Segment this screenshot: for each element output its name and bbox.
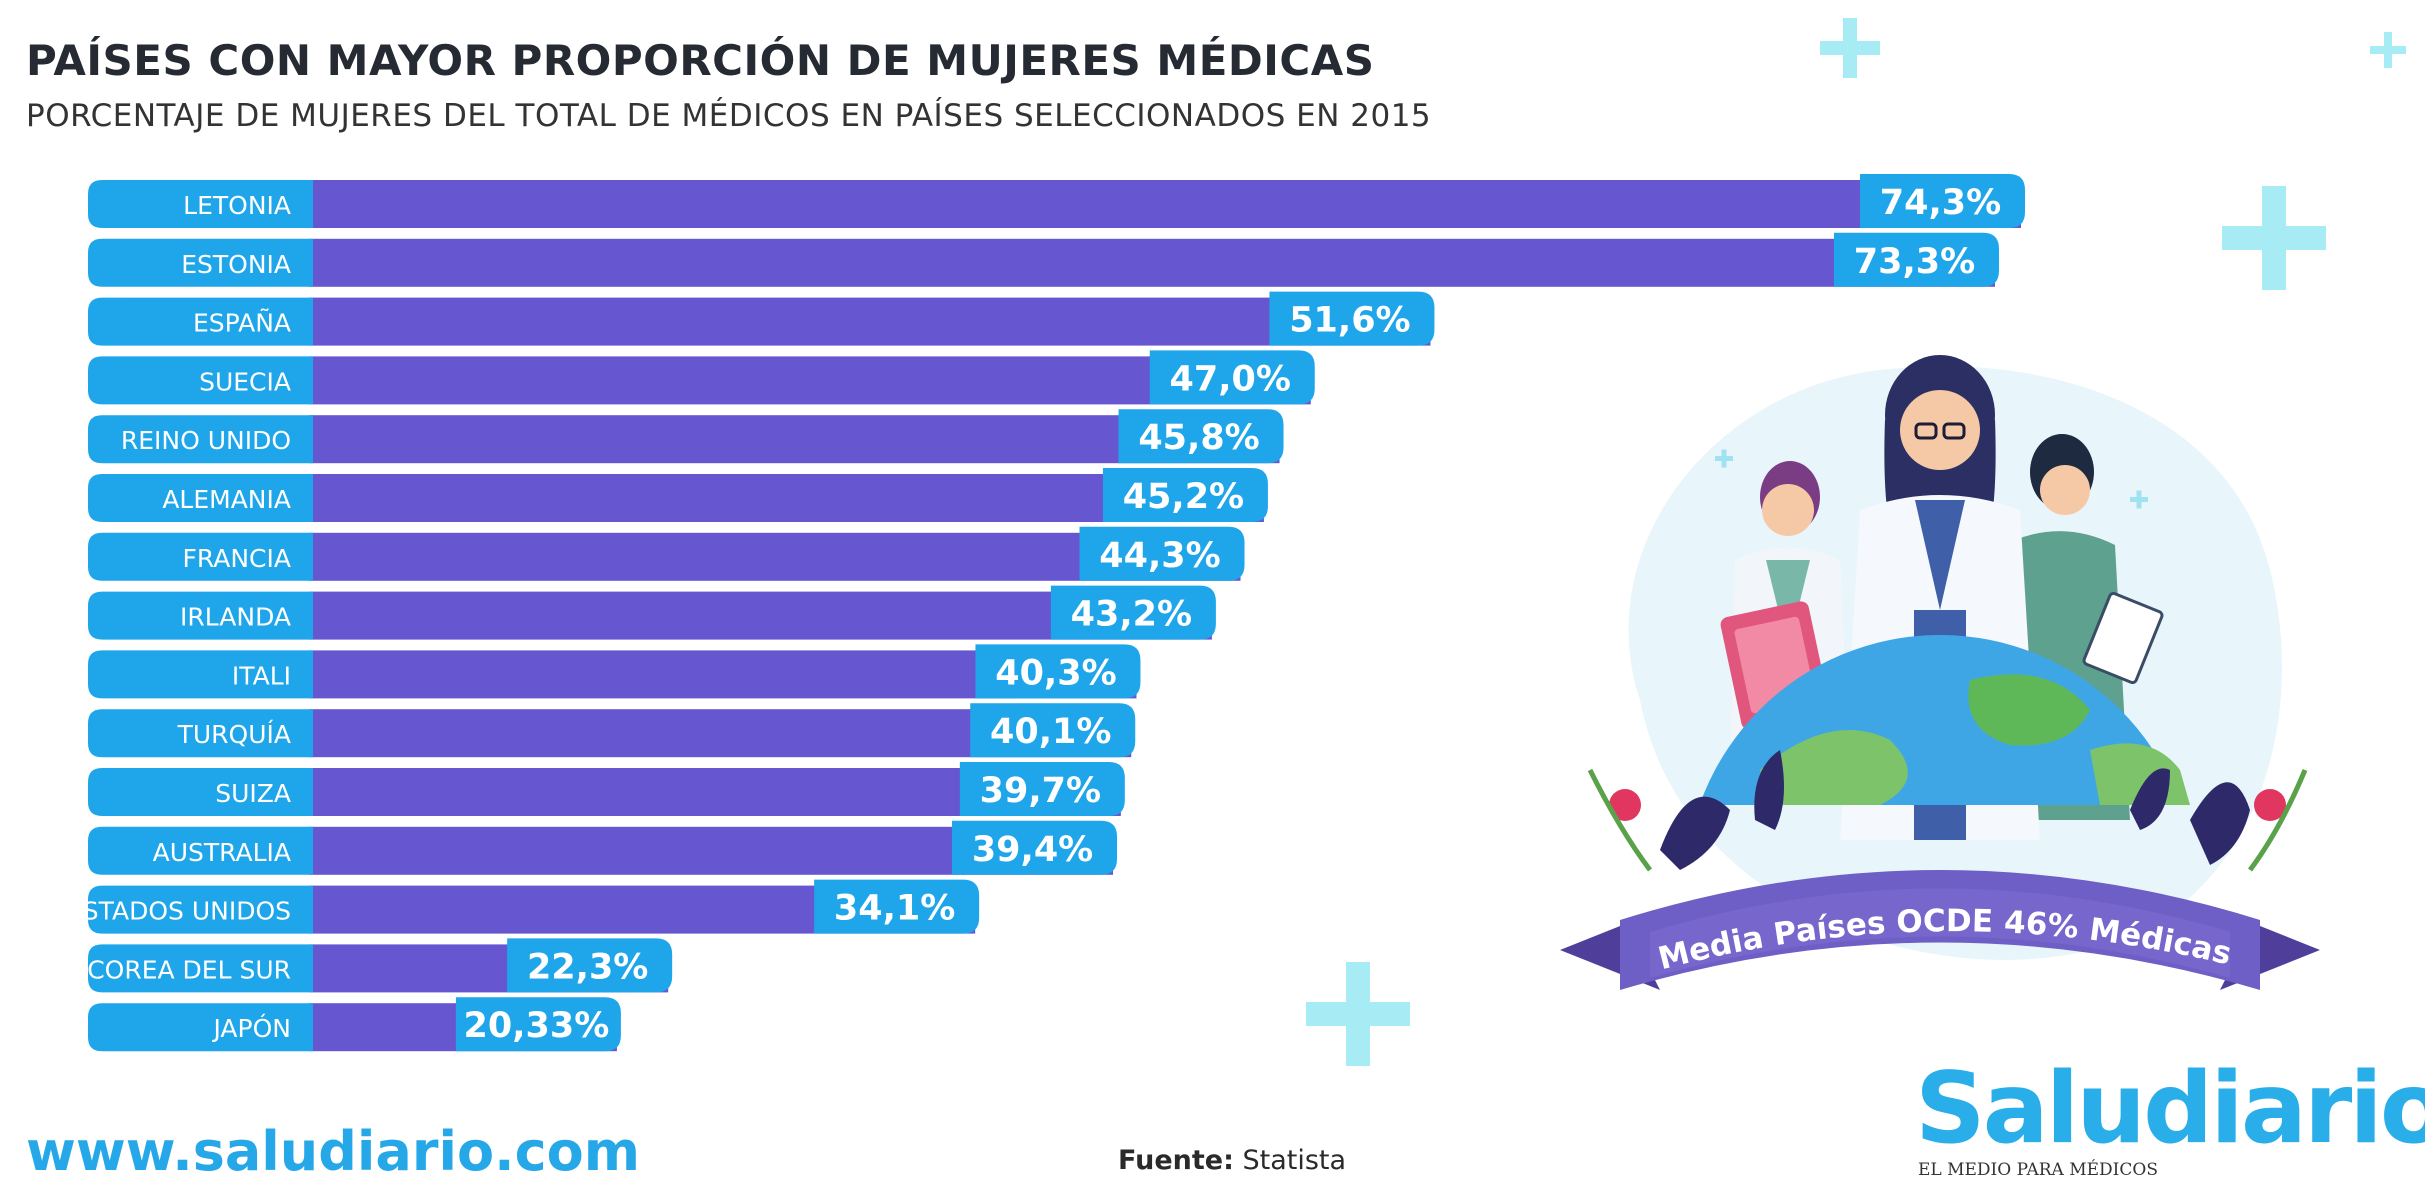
globe — [1699, 635, 2190, 805]
category-label: REINO UNIDO — [121, 426, 291, 455]
category-tag — [88, 768, 313, 816]
data-label: 43,2% — [1071, 595, 1192, 635]
data-label: 34,1% — [834, 889, 955, 929]
ribbon-banner: Media Países OCDE 46% Médicas — [1560, 870, 2320, 990]
category-tag — [88, 180, 313, 228]
data-label: 74,3% — [1880, 183, 2001, 223]
category-label: TURQUÍA — [177, 720, 291, 749]
data-label: 51,6% — [1289, 301, 1410, 341]
decorative-plus-icon — [2222, 186, 2326, 290]
data-label: 45,2% — [1123, 477, 1244, 517]
chart-subtitle: PORCENTAJE DE MUJERES DEL TOTAL DE MÉDIC… — [26, 98, 1432, 134]
category-tag — [88, 297, 313, 346]
value-tag — [1149, 350, 1315, 405]
logo-tagline: EL MEDIO PARA MÉDICOS — [1918, 1160, 2158, 1180]
data-label: 39,4% — [972, 830, 1093, 870]
flowers — [1587, 768, 2308, 872]
category-tag — [88, 944, 313, 993]
bar — [309, 356, 1311, 405]
value-tag — [952, 820, 1118, 875]
value-tag — [1050, 585, 1216, 640]
data-label: 40,3% — [995, 653, 1116, 693]
category-tag — [88, 826, 313, 875]
doctors-globe-illustration: Media Países OCDE 46% Médicas — [1560, 355, 2320, 990]
source-label: Fuente: — [1118, 1145, 1234, 1176]
category-tag — [88, 356, 313, 405]
category-label: AUSTRALIA — [153, 838, 291, 867]
data-label: 45,8% — [1138, 418, 1259, 458]
value-tag — [959, 762, 1125, 816]
category-label: ALEMANIA — [162, 485, 291, 514]
category-label: ITALI — [232, 661, 291, 690]
value-tag — [1079, 526, 1245, 581]
value-tag — [1102, 468, 1268, 522]
value-tag — [507, 938, 673, 993]
sparkle-icons — [1715, 449, 2148, 509]
website-link[interactable]: www.saludiario.com — [26, 1120, 640, 1183]
value-tag — [1269, 291, 1435, 346]
bar — [309, 297, 1431, 346]
category-label: JAPÓN — [212, 1013, 292, 1043]
decorative-plus-icon — [1306, 962, 1410, 1066]
data-label: 20,33% — [464, 1006, 610, 1046]
data-label: 47,0% — [1170, 359, 1291, 399]
category-label: ESTONIA — [181, 250, 291, 279]
bar — [309, 415, 1280, 464]
category-label: LETONIA — [183, 191, 291, 220]
source-credit: Fuente: Statista — [1118, 1145, 1346, 1176]
data-label: 73,3% — [1854, 242, 1975, 282]
value-tag — [1860, 174, 2025, 228]
decorative-plus-icon — [1820, 18, 1880, 78]
category-label: SUECIA — [199, 367, 291, 396]
category-tag — [88, 532, 313, 581]
value-tag — [1118, 409, 1284, 464]
value-tag — [970, 703, 1136, 758]
category-tag — [88, 650, 313, 699]
category-label: ESPAÑA — [193, 308, 291, 338]
category-label: SUIZA — [215, 779, 291, 808]
category-label: COREA DEL SUR — [87, 955, 291, 984]
saludiario-logo: Saludiario — [1915, 1052, 2425, 1166]
category-tag — [88, 1003, 313, 1052]
value-tag — [975, 644, 1141, 699]
category-tag — [88, 709, 313, 758]
data-label: 22,3% — [527, 947, 648, 987]
bar — [309, 180, 2021, 228]
value-tag — [455, 997, 621, 1052]
data-label: 44,3% — [1099, 536, 1220, 576]
category-tag — [88, 885, 313, 934]
data-label: 40,1% — [990, 712, 1111, 752]
source-value: Statista — [1242, 1145, 1347, 1176]
data-label: 39,7% — [980, 771, 1101, 811]
category-label: ESTADOS UNIDOS — [67, 897, 291, 926]
category-tag — [88, 238, 313, 287]
bar — [309, 238, 1995, 287]
value-tag — [814, 879, 980, 934]
category-label: FRANCIA — [183, 544, 291, 573]
value-tag — [1833, 232, 1999, 287]
category-label: IRLANDA — [180, 603, 291, 632]
category-tag — [88, 591, 313, 640]
plants — [1660, 750, 2250, 870]
category-tag — [88, 474, 313, 522]
chart-title: PAÍSES CON MAYOR PROPORCIÓN DE MUJERES M… — [26, 36, 1375, 85]
category-tag — [88, 415, 313, 464]
decorative-plus-icon — [2370, 32, 2406, 68]
